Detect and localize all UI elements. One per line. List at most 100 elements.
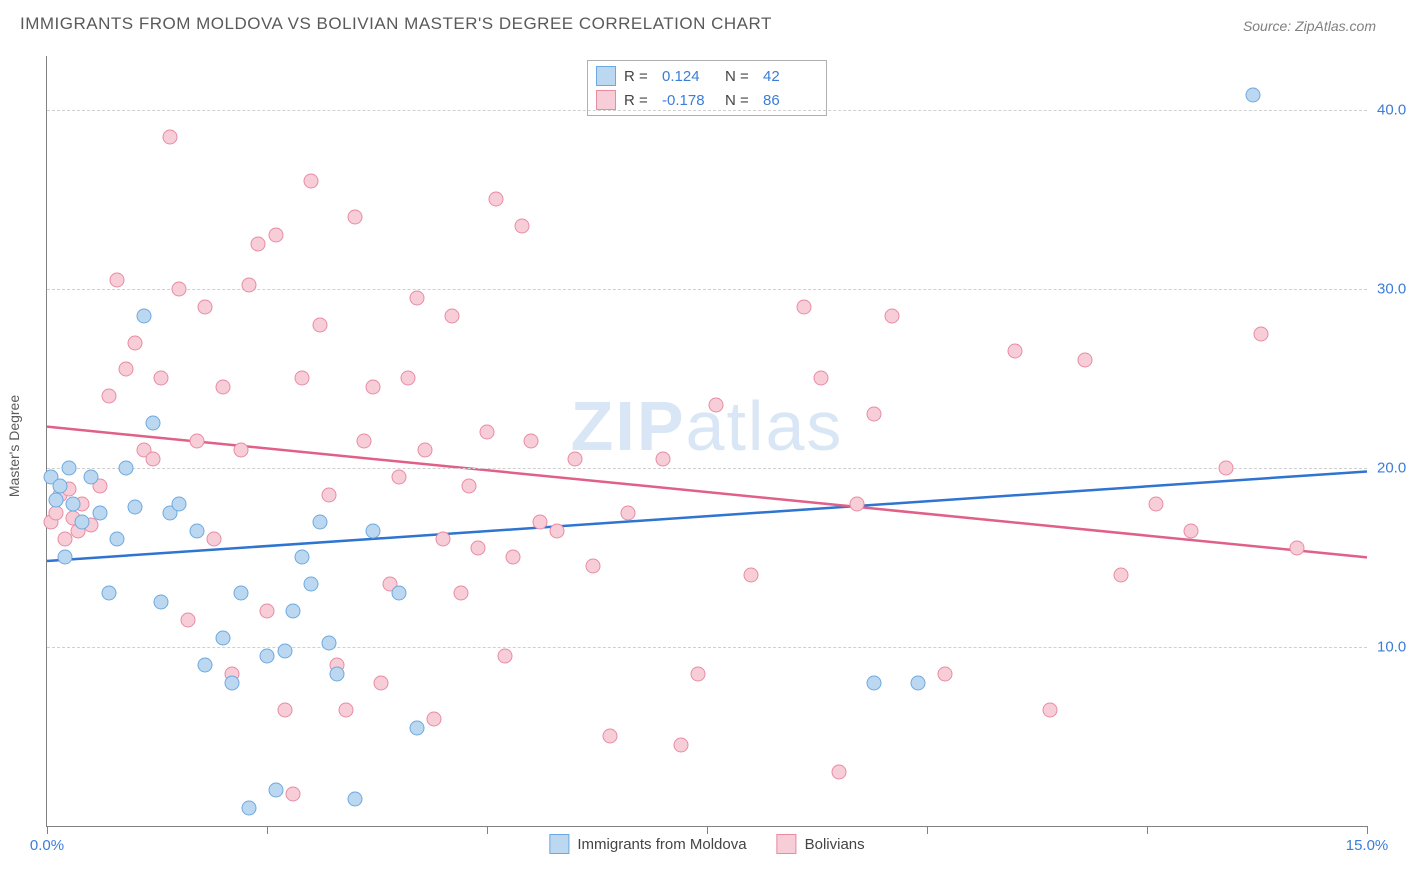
data-point bbox=[453, 586, 468, 601]
data-point bbox=[568, 451, 583, 466]
data-point bbox=[1008, 344, 1023, 359]
data-point bbox=[884, 308, 899, 323]
data-point bbox=[136, 308, 151, 323]
data-point bbox=[128, 500, 143, 515]
data-point bbox=[295, 550, 310, 565]
data-point bbox=[1148, 496, 1163, 511]
data-point bbox=[277, 643, 292, 658]
data-point bbox=[392, 586, 407, 601]
data-point bbox=[1245, 88, 1260, 103]
data-point bbox=[110, 532, 125, 547]
data-point bbox=[867, 407, 882, 422]
legend-item-bolivians: Bolivians bbox=[777, 834, 865, 854]
x-tick bbox=[927, 826, 928, 834]
data-point bbox=[796, 299, 811, 314]
data-point bbox=[110, 272, 125, 287]
regression-line bbox=[47, 471, 1367, 561]
data-point bbox=[172, 496, 187, 511]
x-tick bbox=[267, 826, 268, 834]
data-point bbox=[145, 416, 160, 431]
data-point bbox=[365, 523, 380, 538]
data-point bbox=[321, 487, 336, 502]
data-point bbox=[286, 786, 301, 801]
y-tick-label: 30.0% bbox=[1377, 280, 1406, 297]
data-point bbox=[321, 636, 336, 651]
chart-plot-area: ZIPatlas R = 0.124 N = 42 R = -0.178 N =… bbox=[46, 56, 1367, 827]
data-point bbox=[330, 666, 345, 681]
data-point bbox=[348, 792, 363, 807]
data-point bbox=[849, 496, 864, 511]
data-point bbox=[224, 675, 239, 690]
data-point bbox=[172, 281, 187, 296]
data-point bbox=[937, 666, 952, 681]
data-point bbox=[603, 729, 618, 744]
data-point bbox=[145, 451, 160, 466]
data-point bbox=[444, 308, 459, 323]
data-point bbox=[488, 192, 503, 207]
data-point bbox=[62, 460, 77, 475]
x-tick bbox=[707, 826, 708, 834]
data-point bbox=[216, 630, 231, 645]
data-point bbox=[480, 425, 495, 440]
data-point bbox=[304, 577, 319, 592]
data-point bbox=[365, 380, 380, 395]
data-point bbox=[656, 451, 671, 466]
y-tick-label: 10.0% bbox=[1377, 638, 1406, 655]
data-point bbox=[312, 317, 327, 332]
data-point bbox=[691, 666, 706, 681]
data-point bbox=[198, 657, 213, 672]
data-point bbox=[462, 478, 477, 493]
data-point bbox=[400, 371, 415, 386]
data-point bbox=[1219, 460, 1234, 475]
y-tick-label: 20.0% bbox=[1377, 459, 1406, 476]
data-point bbox=[57, 532, 72, 547]
swatch-icon bbox=[549, 834, 569, 854]
data-point bbox=[1254, 326, 1269, 341]
data-point bbox=[1078, 353, 1093, 368]
data-point bbox=[119, 460, 134, 475]
data-point bbox=[339, 702, 354, 717]
data-point bbox=[427, 711, 442, 726]
y-axis-label: Master's Degree bbox=[6, 395, 22, 497]
data-point bbox=[356, 434, 371, 449]
data-point bbox=[312, 514, 327, 529]
trend-lines bbox=[47, 56, 1367, 826]
data-point bbox=[53, 478, 68, 493]
x-tick bbox=[1367, 826, 1368, 834]
data-point bbox=[268, 783, 283, 798]
data-point bbox=[1043, 702, 1058, 717]
gridline bbox=[47, 468, 1367, 469]
data-point bbox=[295, 371, 310, 386]
data-point bbox=[180, 613, 195, 628]
data-point bbox=[66, 496, 81, 511]
data-point bbox=[744, 568, 759, 583]
data-point bbox=[348, 210, 363, 225]
x-tick-label: 15.0% bbox=[1346, 837, 1389, 854]
gridline bbox=[47, 110, 1367, 111]
x-tick-label: 0.0% bbox=[30, 837, 64, 854]
x-tick bbox=[47, 826, 48, 834]
data-point bbox=[75, 514, 90, 529]
data-point bbox=[189, 434, 204, 449]
data-point bbox=[84, 469, 99, 484]
data-point bbox=[1113, 568, 1128, 583]
data-point bbox=[911, 675, 926, 690]
data-point bbox=[198, 299, 213, 314]
legend-item-moldova: Immigrants from Moldova bbox=[549, 834, 746, 854]
data-point bbox=[506, 550, 521, 565]
chart-title: IMMIGRANTS FROM MOLDOVA VS BOLIVIAN MAST… bbox=[20, 14, 772, 34]
data-point bbox=[277, 702, 292, 717]
data-point bbox=[128, 335, 143, 350]
data-point bbox=[233, 442, 248, 457]
data-point bbox=[216, 380, 231, 395]
data-point bbox=[409, 720, 424, 735]
data-point bbox=[242, 801, 257, 816]
data-point bbox=[532, 514, 547, 529]
data-point bbox=[1289, 541, 1304, 556]
data-point bbox=[1184, 523, 1199, 538]
data-point bbox=[268, 228, 283, 243]
data-point bbox=[48, 493, 63, 508]
data-point bbox=[620, 505, 635, 520]
data-point bbox=[497, 648, 512, 663]
y-tick-label: 40.0% bbox=[1377, 101, 1406, 118]
